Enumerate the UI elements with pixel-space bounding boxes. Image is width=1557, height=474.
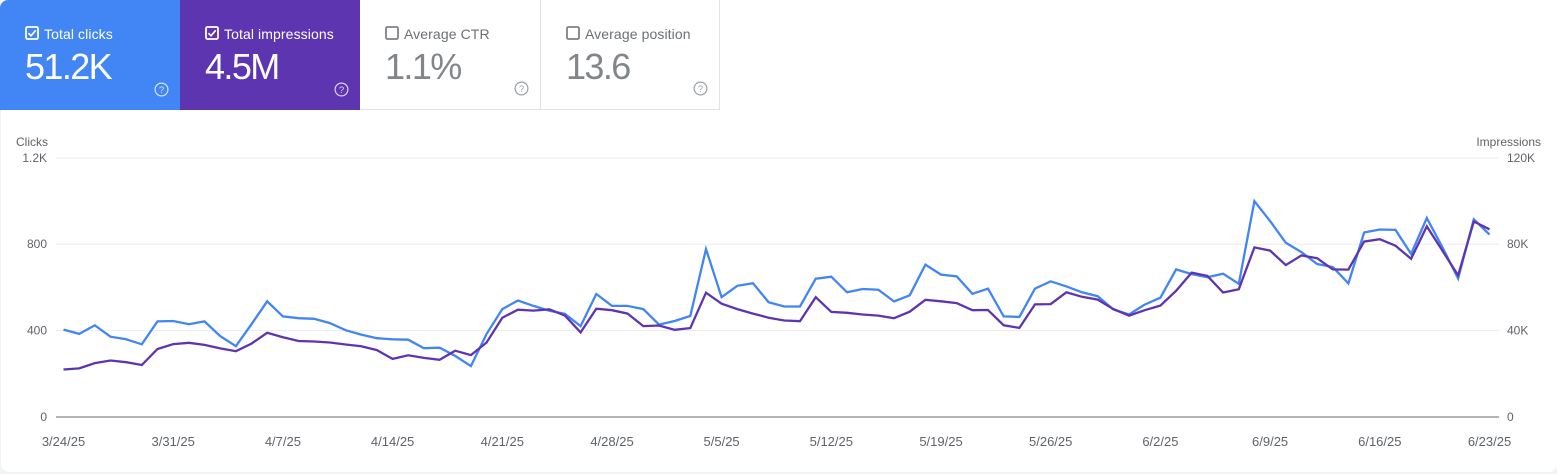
svg-text:?: ? [519,84,524,95]
svg-text:1.2K: 1.2K [22,151,47,165]
svg-text:800: 800 [27,237,47,251]
svg-text:3/31/25: 3/31/25 [152,434,195,449]
svg-text:?: ? [698,84,703,95]
svg-text:4/28/25: 4/28/25 [590,434,633,449]
svg-text:80K: 80K [1507,237,1528,251]
svg-text:6/2/25: 6/2/25 [1142,434,1178,449]
svg-text:4/7/25: 4/7/25 [265,434,301,449]
svg-text:5/19/25: 5/19/25 [919,434,962,449]
svg-text:120K: 120K [1507,151,1535,165]
svg-text:5/26/25: 5/26/25 [1029,434,1072,449]
svg-text:0: 0 [40,410,47,424]
svg-text:Impressions: Impressions [1476,135,1541,149]
svg-text:4/14/25: 4/14/25 [371,434,414,449]
svg-text:6/16/25: 6/16/25 [1358,434,1401,449]
svg-text:0: 0 [1507,410,1514,424]
svg-text:4/21/25: 4/21/25 [481,434,524,449]
svg-text:400: 400 [27,324,47,338]
svg-text:5/12/25: 5/12/25 [810,434,853,449]
svg-text:3/24/25: 3/24/25 [42,434,85,449]
svg-text:Clicks: Clicks [16,135,48,149]
svg-text:?: ? [159,85,164,96]
svg-text:5/5/25: 5/5/25 [704,434,740,449]
svg-text:6/9/25: 6/9/25 [1252,434,1288,449]
svg-text:?: ? [339,85,344,96]
svg-text:40K: 40K [1507,324,1528,338]
svg-text:6/23/25: 6/23/25 [1468,434,1511,449]
